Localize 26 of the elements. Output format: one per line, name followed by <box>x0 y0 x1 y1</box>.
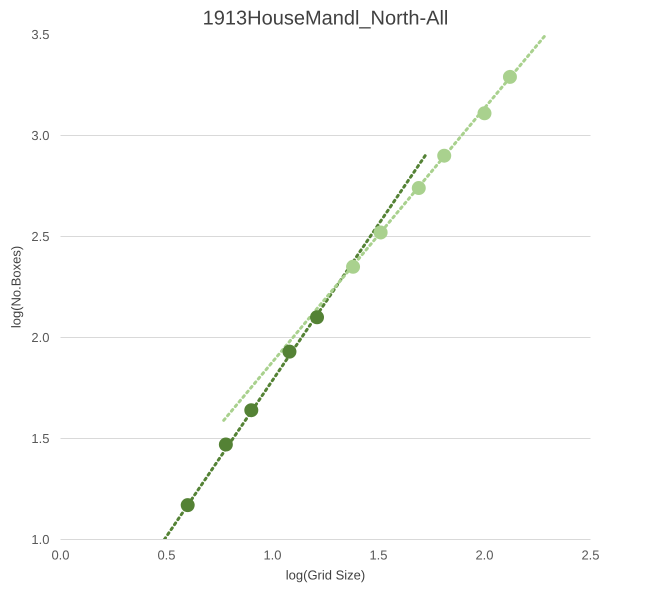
point <box>502 70 517 84</box>
point <box>218 438 233 452</box>
x-tick-label: 0.0 <box>51 548 70 562</box>
point <box>346 260 360 274</box>
y-axis-title: log(No.Boxes) <box>8 246 24 328</box>
y-tick-label: 1.5 <box>31 431 50 446</box>
point <box>180 498 195 512</box>
point <box>310 310 324 324</box>
point <box>478 106 492 120</box>
y-tick-label: 3.0 <box>31 128 50 143</box>
y-tick-label: 2.0 <box>31 330 50 345</box>
point <box>437 148 452 163</box>
x-tick-label: 1.0 <box>263 548 282 562</box>
x-axis-title: log(Grid Size) <box>286 568 366 582</box>
y-tick-label: 2.5 <box>31 229 50 244</box>
point <box>374 225 388 240</box>
x-tick-label: 2.5 <box>581 548 600 562</box>
y-tick-label: 1.0 <box>31 532 50 547</box>
x-tick-label: 2.0 <box>475 548 494 562</box>
point <box>412 181 426 196</box>
x-tick-label: 1.5 <box>369 548 388 562</box>
point <box>282 344 296 359</box>
point <box>244 403 258 418</box>
chart-title: 1913HouseMandl_North-All <box>202 8 448 30</box>
x-tick-label: 0.5 <box>157 548 176 562</box>
y-tick-label: 3.5 <box>31 27 50 42</box>
